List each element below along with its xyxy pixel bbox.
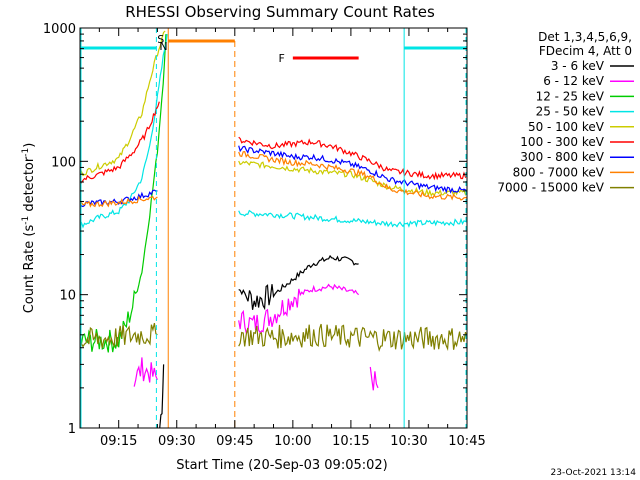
series-line <box>133 357 158 387</box>
legend-header-line-2: FDecim 4, Att 0 <box>539 44 632 58</box>
series-line <box>238 283 360 335</box>
legend-entry-label: 100 - 300 keV <box>520 135 604 149</box>
series-3-6-kev <box>159 254 359 428</box>
x-tick-label: 10:45 <box>448 434 485 449</box>
legend-header-line-1: Det 1,3,4,5,6,9, <box>538 30 632 44</box>
series-group <box>80 30 467 428</box>
y-axis-label-end: ) <box>22 143 37 148</box>
y-tick-label: 10 <box>59 289 76 304</box>
series-line <box>238 136 467 181</box>
series-line <box>80 34 168 229</box>
legend-entry-label: 25 - 50 keV <box>536 105 605 119</box>
series-line <box>238 150 467 201</box>
series-50-100-kev <box>80 30 467 198</box>
series-7000-15000-kev <box>80 322 467 353</box>
series-line <box>238 323 467 353</box>
x-tick-label: 10:00 <box>274 434 311 449</box>
x-tick-label: 09:30 <box>158 434 195 449</box>
y-tick-label: 1000 <box>43 22 76 37</box>
saa-label: N <box>159 40 167 53</box>
legend-entry-label: 7000 - 15000 keV <box>497 181 604 195</box>
series-line <box>159 364 165 428</box>
series-100-300-kev <box>80 101 467 185</box>
legend-entry-label: 50 - 100 keV <box>528 120 605 134</box>
series-line <box>80 195 158 208</box>
series-line <box>238 145 467 194</box>
series-line <box>369 366 379 391</box>
x-axis-label: Start Time (20-Sep-03 09:05:02) <box>176 458 387 473</box>
series-line <box>238 254 359 311</box>
x-tick-label: 10:15 <box>332 434 369 449</box>
y-axis-label-exp1: -1 <box>21 216 31 225</box>
night-label: S <box>157 33 164 46</box>
flare-label: F <box>279 52 285 65</box>
x-tick-label: 09:45 <box>216 434 253 449</box>
legend-entry-label: 800 - 7000 keV <box>513 165 605 179</box>
legend-entry-label: 300 - 800 keV <box>520 150 604 164</box>
y-axis-label-main: Count Rate (s <box>22 225 37 314</box>
y-axis-label: Count Rate (s-1 detector-1) <box>21 143 37 314</box>
series-line <box>238 160 467 198</box>
y-axis-label-exp2: -1 <box>21 148 31 157</box>
x-axis: 09:15 09:30 09:45 10:00 10:15 10:30 10:45 <box>79 28 486 449</box>
legend-entry-label: 3 - 6 keV <box>551 59 605 73</box>
legend-entry-label: 12 - 25 keV <box>536 89 605 103</box>
annotation-group: SN F <box>80 28 467 428</box>
series-line <box>80 322 158 350</box>
x-tick-label: 09:15 <box>100 434 137 449</box>
series-25-50-kev <box>80 34 467 229</box>
chart-title: RHESSI Observing Summary Count Rates <box>125 3 435 21</box>
legend: Det 1,3,4,5,6,9, FDecim 4, Att 0 3 - 6 k… <box>497 30 634 195</box>
series-line <box>238 209 467 228</box>
timestamp: 23-Oct-2021 13:14 <box>551 468 637 478</box>
x-tick-label: 10:30 <box>390 434 427 449</box>
y-tick-label: 100 <box>51 155 76 170</box>
y-tick-label: 1 <box>68 422 76 437</box>
series-line <box>80 30 166 177</box>
y-axis: 1 10 100 1000 <box>43 22 467 437</box>
series-line <box>80 101 160 185</box>
series-6-12-kev <box>133 283 379 391</box>
legend-entry-label: 6 - 12 keV <box>543 74 605 88</box>
series-800-7000-kev <box>80 150 467 208</box>
y-axis-label-mid: detector <box>22 156 37 216</box>
